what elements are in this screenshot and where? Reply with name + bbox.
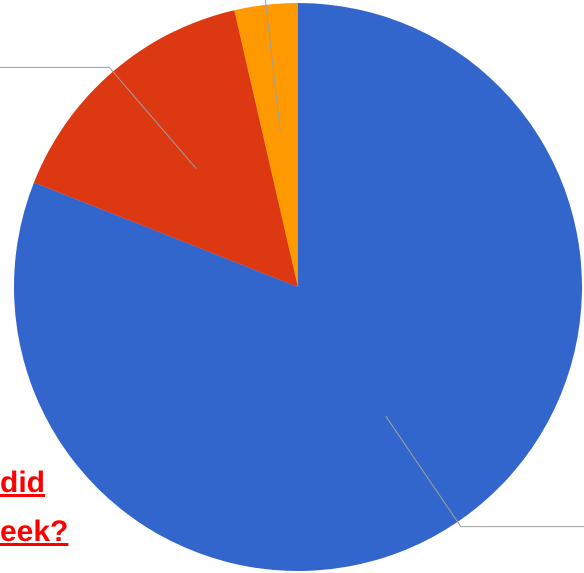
leader-lines xyxy=(0,0,584,528)
pie-slice-3 xyxy=(234,3,298,287)
pie-slice-1 xyxy=(13,3,582,571)
overlay-question-line-1: did xyxy=(0,466,45,499)
leader-line-1 xyxy=(385,415,584,528)
leader-line-2 xyxy=(0,66,197,169)
overlay-question-line-2: eek? xyxy=(0,515,69,548)
pie-slice-2 xyxy=(33,10,298,287)
leader-line-3 xyxy=(264,0,281,132)
